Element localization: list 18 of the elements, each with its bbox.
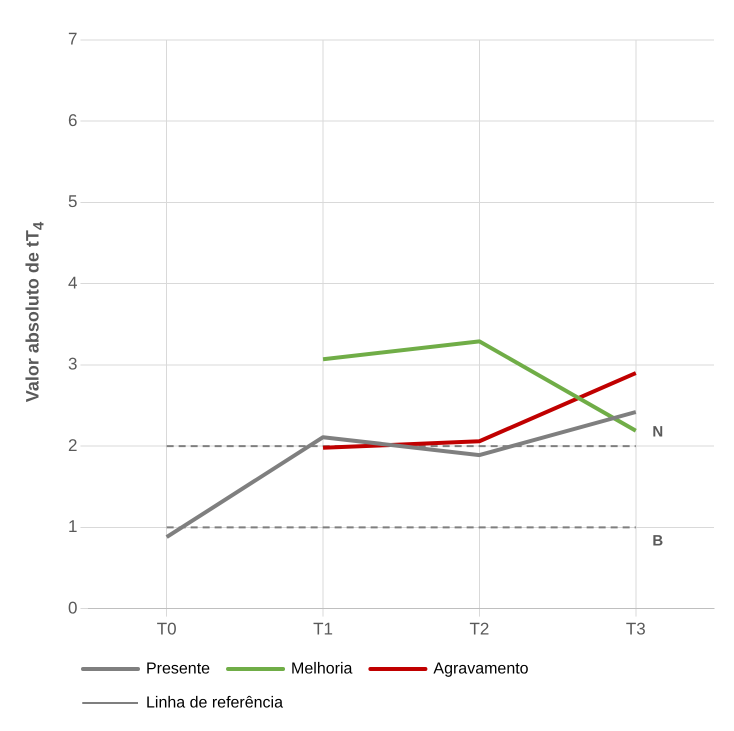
legend-label: Linha de referência bbox=[146, 694, 284, 712]
annotation: N bbox=[652, 423, 664, 440]
y-tick-label: 1 bbox=[68, 517, 78, 536]
y-tick-label: 2 bbox=[68, 436, 78, 455]
legend-label: Melhoria bbox=[291, 660, 352, 678]
x-tick-label: T3 bbox=[626, 619, 646, 638]
legend-label: Agravamento bbox=[433, 660, 529, 678]
y-tick-label: 5 bbox=[68, 192, 78, 212]
y-tick-label: 4 bbox=[68, 273, 78, 292]
x-tick-label: T0 bbox=[156, 619, 177, 638]
legend-label: Presente bbox=[146, 660, 210, 678]
y-tick-label: 6 bbox=[68, 110, 78, 130]
annotation: B bbox=[652, 532, 664, 550]
y-tick-label: 7 bbox=[68, 30, 78, 49]
x-tick-label: T2 bbox=[470, 619, 490, 638]
x-tick-label: T1 bbox=[313, 619, 333, 638]
y-tick-label: 0 bbox=[68, 598, 78, 618]
y-tick-label: 3 bbox=[68, 354, 78, 374]
